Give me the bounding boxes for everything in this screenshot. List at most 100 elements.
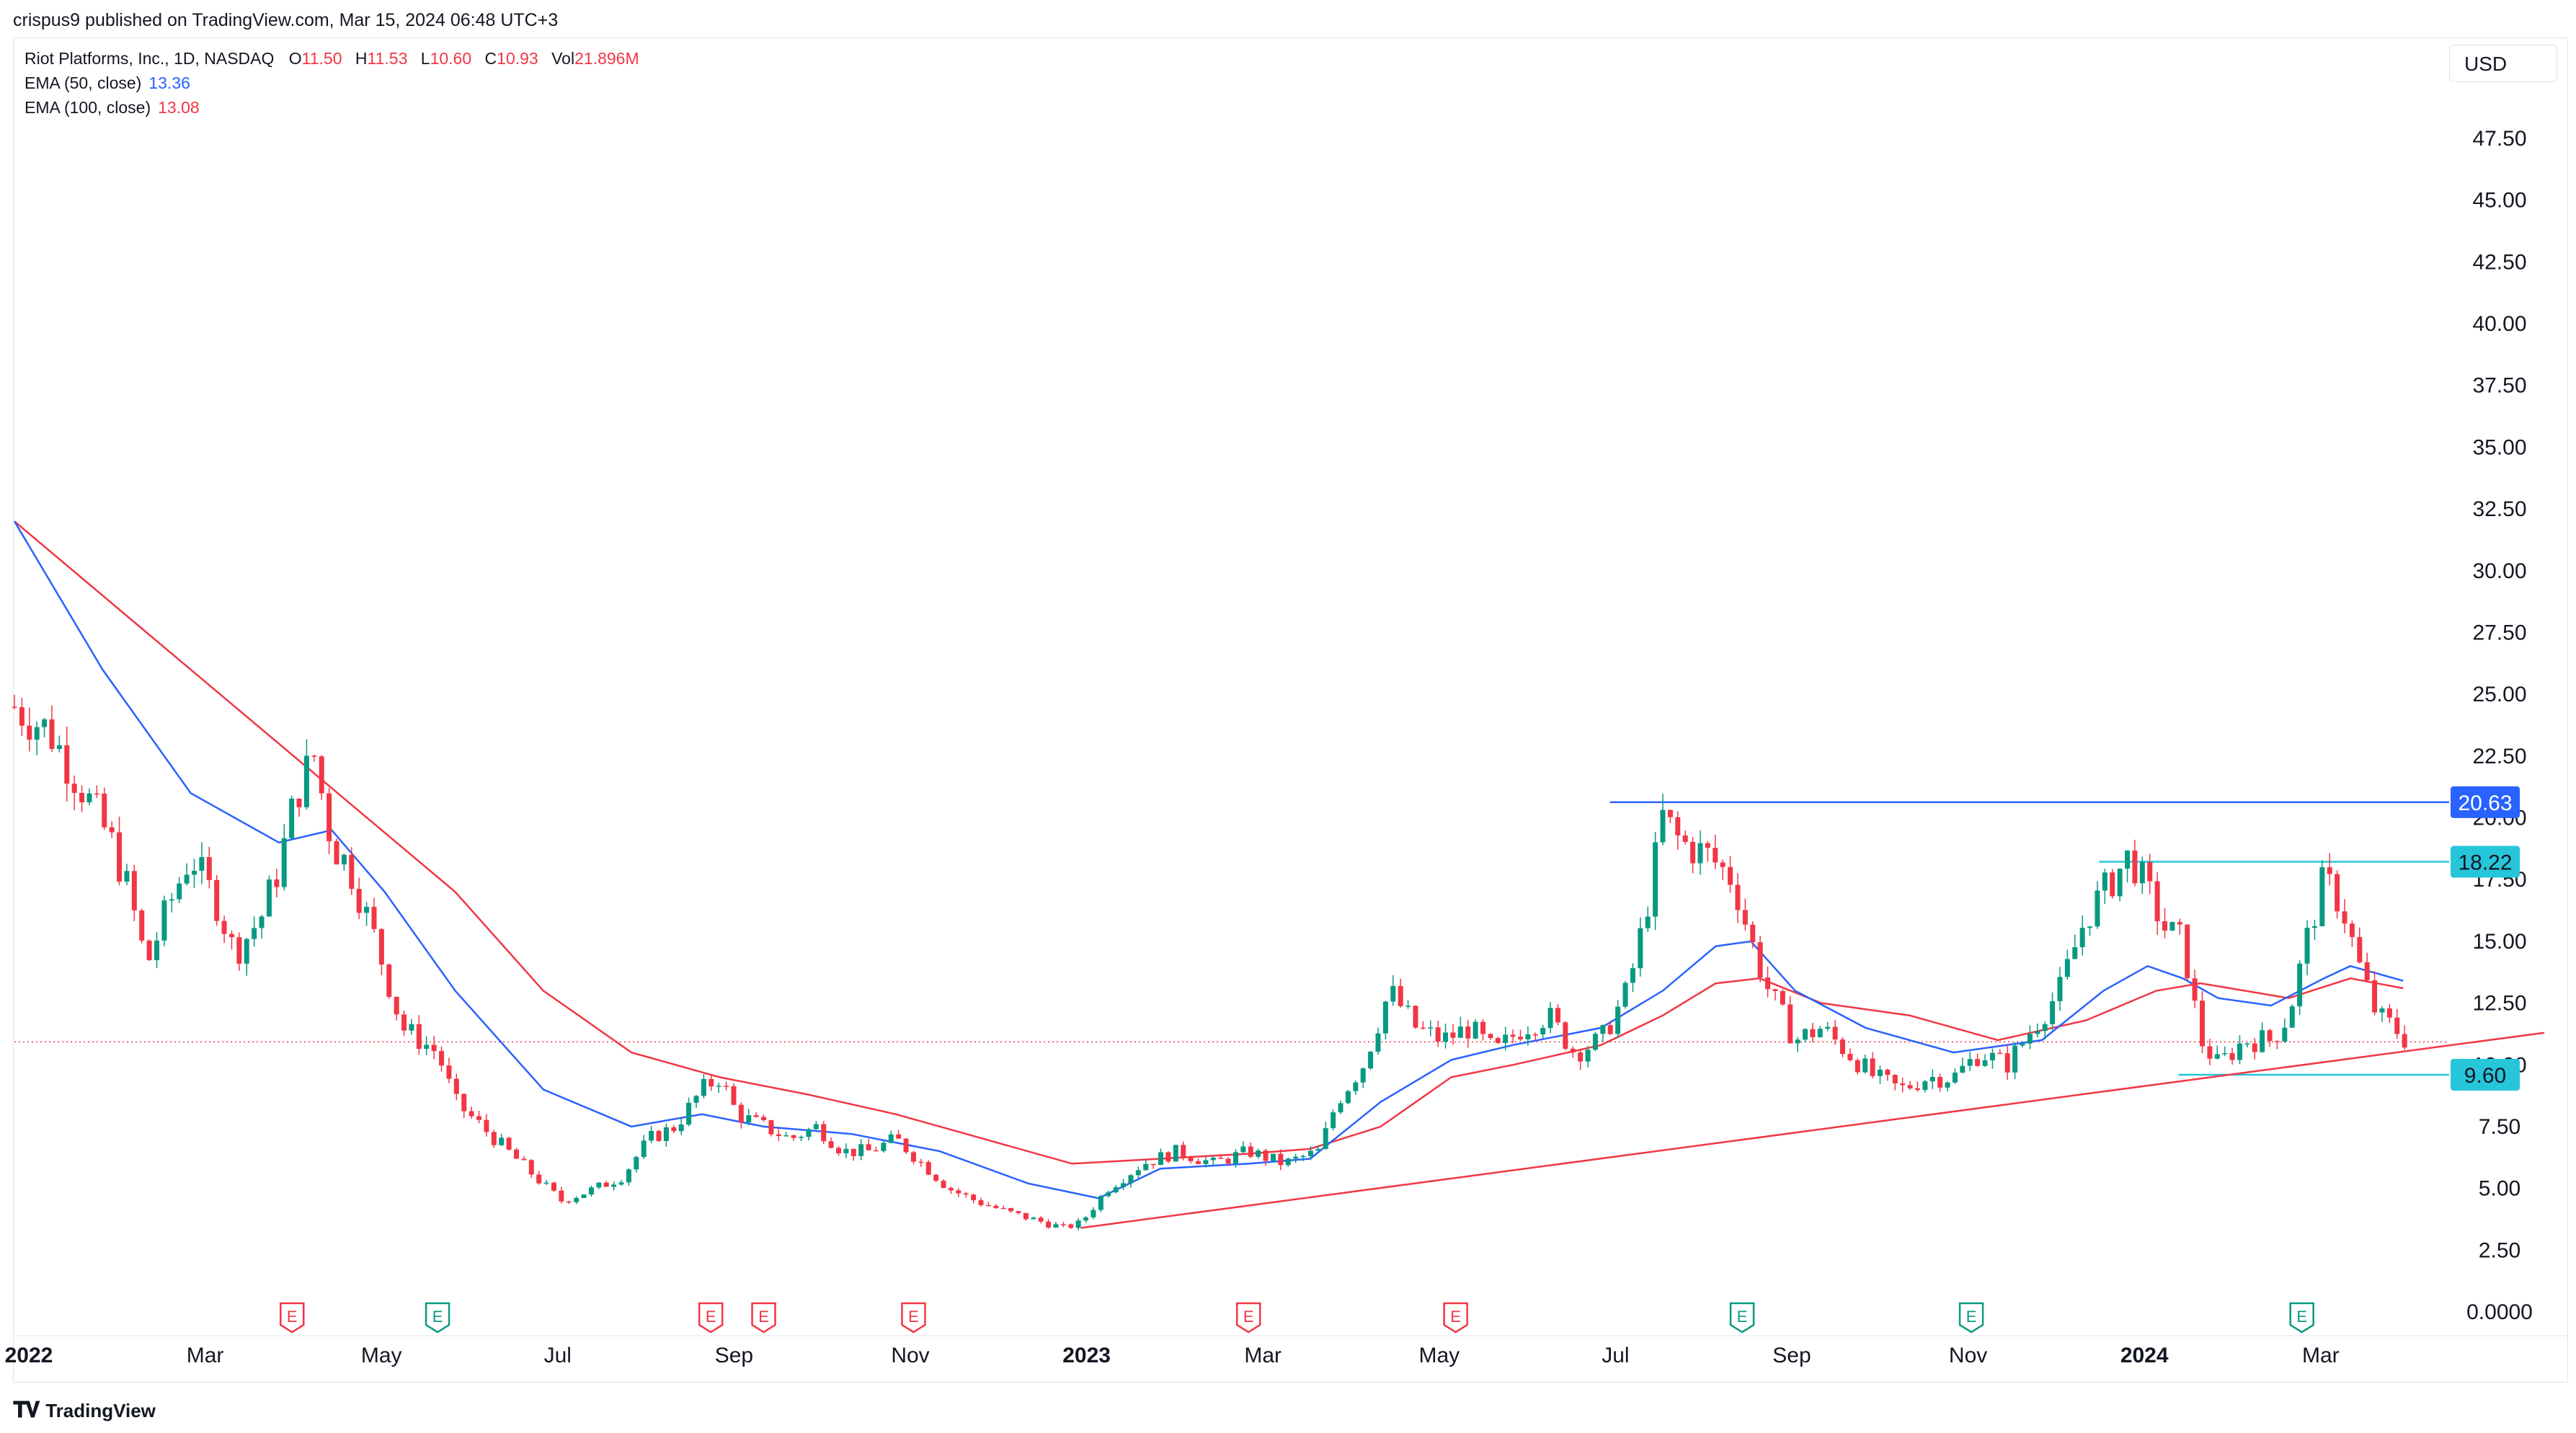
candle-body: [49, 719, 55, 749]
candle-body: [1517, 1037, 1523, 1039]
event-marker-icon: [2289, 1302, 2314, 1334]
chart-frame[interactable]: [13, 37, 2568, 1383]
candle-body: [1780, 990, 1785, 1005]
candle-body: [903, 1138, 909, 1153]
candle-body: [1435, 1027, 1441, 1042]
candle-body: [2147, 862, 2153, 882]
tradingview-logo-icon: 𝐓𝐕: [13, 1398, 40, 1422]
candle-body: [2349, 923, 2355, 937]
x-tick-label: May: [361, 1344, 402, 1367]
candle-body: [963, 1193, 969, 1195]
event-marker-label: E: [1737, 1308, 1748, 1326]
candle-body: [244, 939, 249, 964]
candle-body: [1840, 1039, 1846, 1055]
candle-body: [109, 827, 115, 833]
candle-body: [56, 745, 62, 749]
high-key: H: [355, 49, 368, 68]
candle-body: [446, 1065, 452, 1079]
level-price-label: 9.60: [2464, 1064, 2506, 1088]
event-marker-label: E: [432, 1308, 443, 1326]
y-tick-label: 40.00: [2472, 312, 2526, 336]
candle-body: [2237, 1043, 2242, 1060]
candle-body: [1360, 1068, 1366, 1083]
candle-body: [618, 1182, 624, 1185]
candle-body: [1323, 1128, 1328, 1149]
candle-body: [1735, 884, 1741, 910]
candle-body: [19, 707, 25, 726]
candle-body: [1405, 1006, 1411, 1007]
candle-body: [266, 879, 272, 917]
candle-body: [2311, 926, 2317, 928]
candle-body: [2244, 1043, 2250, 1045]
open-value: 11.50: [301, 49, 342, 68]
y-tick-label: 25.00: [2472, 683, 2526, 706]
level-price-tag: [2451, 846, 2520, 878]
candle-body: [484, 1119, 489, 1132]
candle-body: [296, 798, 302, 807]
y-tick-label: 2.50: [2479, 1238, 2521, 1262]
candle-body: [2297, 963, 2303, 1007]
candle-body: [1952, 1073, 1958, 1083]
currency-button[interactable]: USD: [2449, 45, 2557, 82]
candle-body: [649, 1130, 654, 1141]
candle-body: [1428, 1027, 1434, 1029]
candle-body: [2199, 1001, 2205, 1047]
candle-body: [2020, 1043, 2025, 1046]
candle-body: [1787, 1004, 1793, 1044]
candle-body: [746, 1115, 752, 1123]
y-tick-label: 35.00: [2472, 435, 2526, 459]
ema100-line: [14, 520, 2404, 1165]
candle-body: [252, 928, 257, 939]
candle-body: [1592, 1034, 1598, 1050]
candle-body: [888, 1134, 894, 1143]
candle-body: [86, 793, 92, 803]
candle-body: [1345, 1091, 1351, 1104]
candle-body: [1810, 1029, 1816, 1037]
candle-body: [1997, 1052, 2003, 1055]
candle-body: [259, 916, 265, 928]
candle-body: [985, 1204, 991, 1207]
candle-body: [521, 1158, 527, 1161]
candle-body: [1135, 1170, 1141, 1176]
candle-body: [2289, 1006, 2295, 1028]
candle-body: [1450, 1032, 1456, 1038]
candle-body: [693, 1096, 699, 1103]
candle-body: [1817, 1029, 1823, 1037]
candle-body: [1083, 1217, 1089, 1221]
candle-body: [146, 940, 152, 961]
candle-body: [656, 1130, 662, 1141]
candle-body: [873, 1150, 879, 1152]
candle-body: [1578, 1052, 1584, 1062]
candle-body: [791, 1135, 796, 1138]
candle-body: [2252, 1043, 2257, 1052]
candle-body: [1540, 1028, 1546, 1035]
candle-body: [228, 933, 234, 938]
candle-body: [799, 1137, 804, 1138]
candle-body: [1720, 862, 1726, 867]
candle-body: [334, 841, 339, 865]
candle-body: [925, 1162, 931, 1175]
candle-body: [2027, 1034, 2033, 1044]
candle-body: [2035, 1031, 2040, 1034]
candle-body: [1480, 1021, 1486, 1034]
candle-body: [1563, 1022, 1568, 1049]
candle-body: [850, 1148, 856, 1156]
candle-body: [1150, 1163, 1156, 1166]
candle-body: [94, 793, 99, 795]
y-tick-label: 12.50: [2472, 992, 2526, 1016]
candle-body: [910, 1152, 916, 1162]
candle-body: [1181, 1145, 1186, 1158]
candle-body: [2214, 1054, 2220, 1059]
x-tick-label: 2022: [5, 1344, 53, 1367]
candle-body: [611, 1184, 617, 1187]
candle-body: [2185, 924, 2190, 979]
ema100-label: EMA (100, close): [25, 98, 151, 117]
candle-body: [574, 1197, 579, 1202]
candle-body: [2102, 872, 2108, 891]
candle-body: [1420, 1027, 1426, 1029]
candle-body: [1728, 866, 1733, 885]
candle-body: [439, 1051, 445, 1066]
candle-body: [1263, 1150, 1269, 1161]
candle-body: [139, 910, 145, 941]
